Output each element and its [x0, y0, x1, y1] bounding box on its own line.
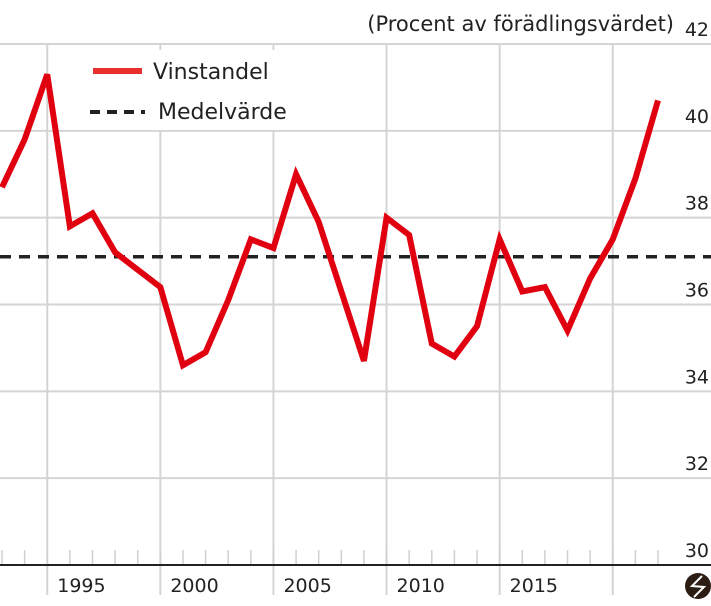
- chart-title: (Procent av förädlingsvärdet): [367, 12, 674, 36]
- y-axis-labels: 30 32 34 36 38 40 42: [685, 19, 709, 562]
- legend-label-series: Vinstandel: [153, 60, 269, 85]
- legend-label-mean: Medelvärde: [158, 100, 287, 125]
- x-tick-label: 2015: [510, 575, 558, 597]
- legend-background: [80, 50, 305, 130]
- y-tick-label: 36: [685, 280, 709, 302]
- x-tick-label: 2005: [283, 575, 331, 597]
- x-axis: 1995 2000 2005 2010 2015: [0, 550, 711, 597]
- legend: Vinstandel Medelvärde: [80, 50, 305, 130]
- vinstandel-line: [0, 73, 661, 370]
- y-tick-label: 32: [685, 453, 709, 475]
- y-tick-label: 34: [685, 366, 709, 388]
- y-tick-label: 38: [685, 193, 709, 215]
- x-tick-label: 2010: [397, 575, 445, 597]
- x-tick-label: 1995: [57, 575, 105, 597]
- x-tick-label: 2000: [170, 575, 218, 597]
- y-tick-label: 40: [685, 106, 709, 128]
- grid: [0, 43, 711, 595]
- y-tick-label: 42: [685, 19, 709, 41]
- y-tick-label: 30: [685, 540, 709, 562]
- series: [0, 73, 711, 370]
- lightning-logo-icon: [685, 573, 711, 599]
